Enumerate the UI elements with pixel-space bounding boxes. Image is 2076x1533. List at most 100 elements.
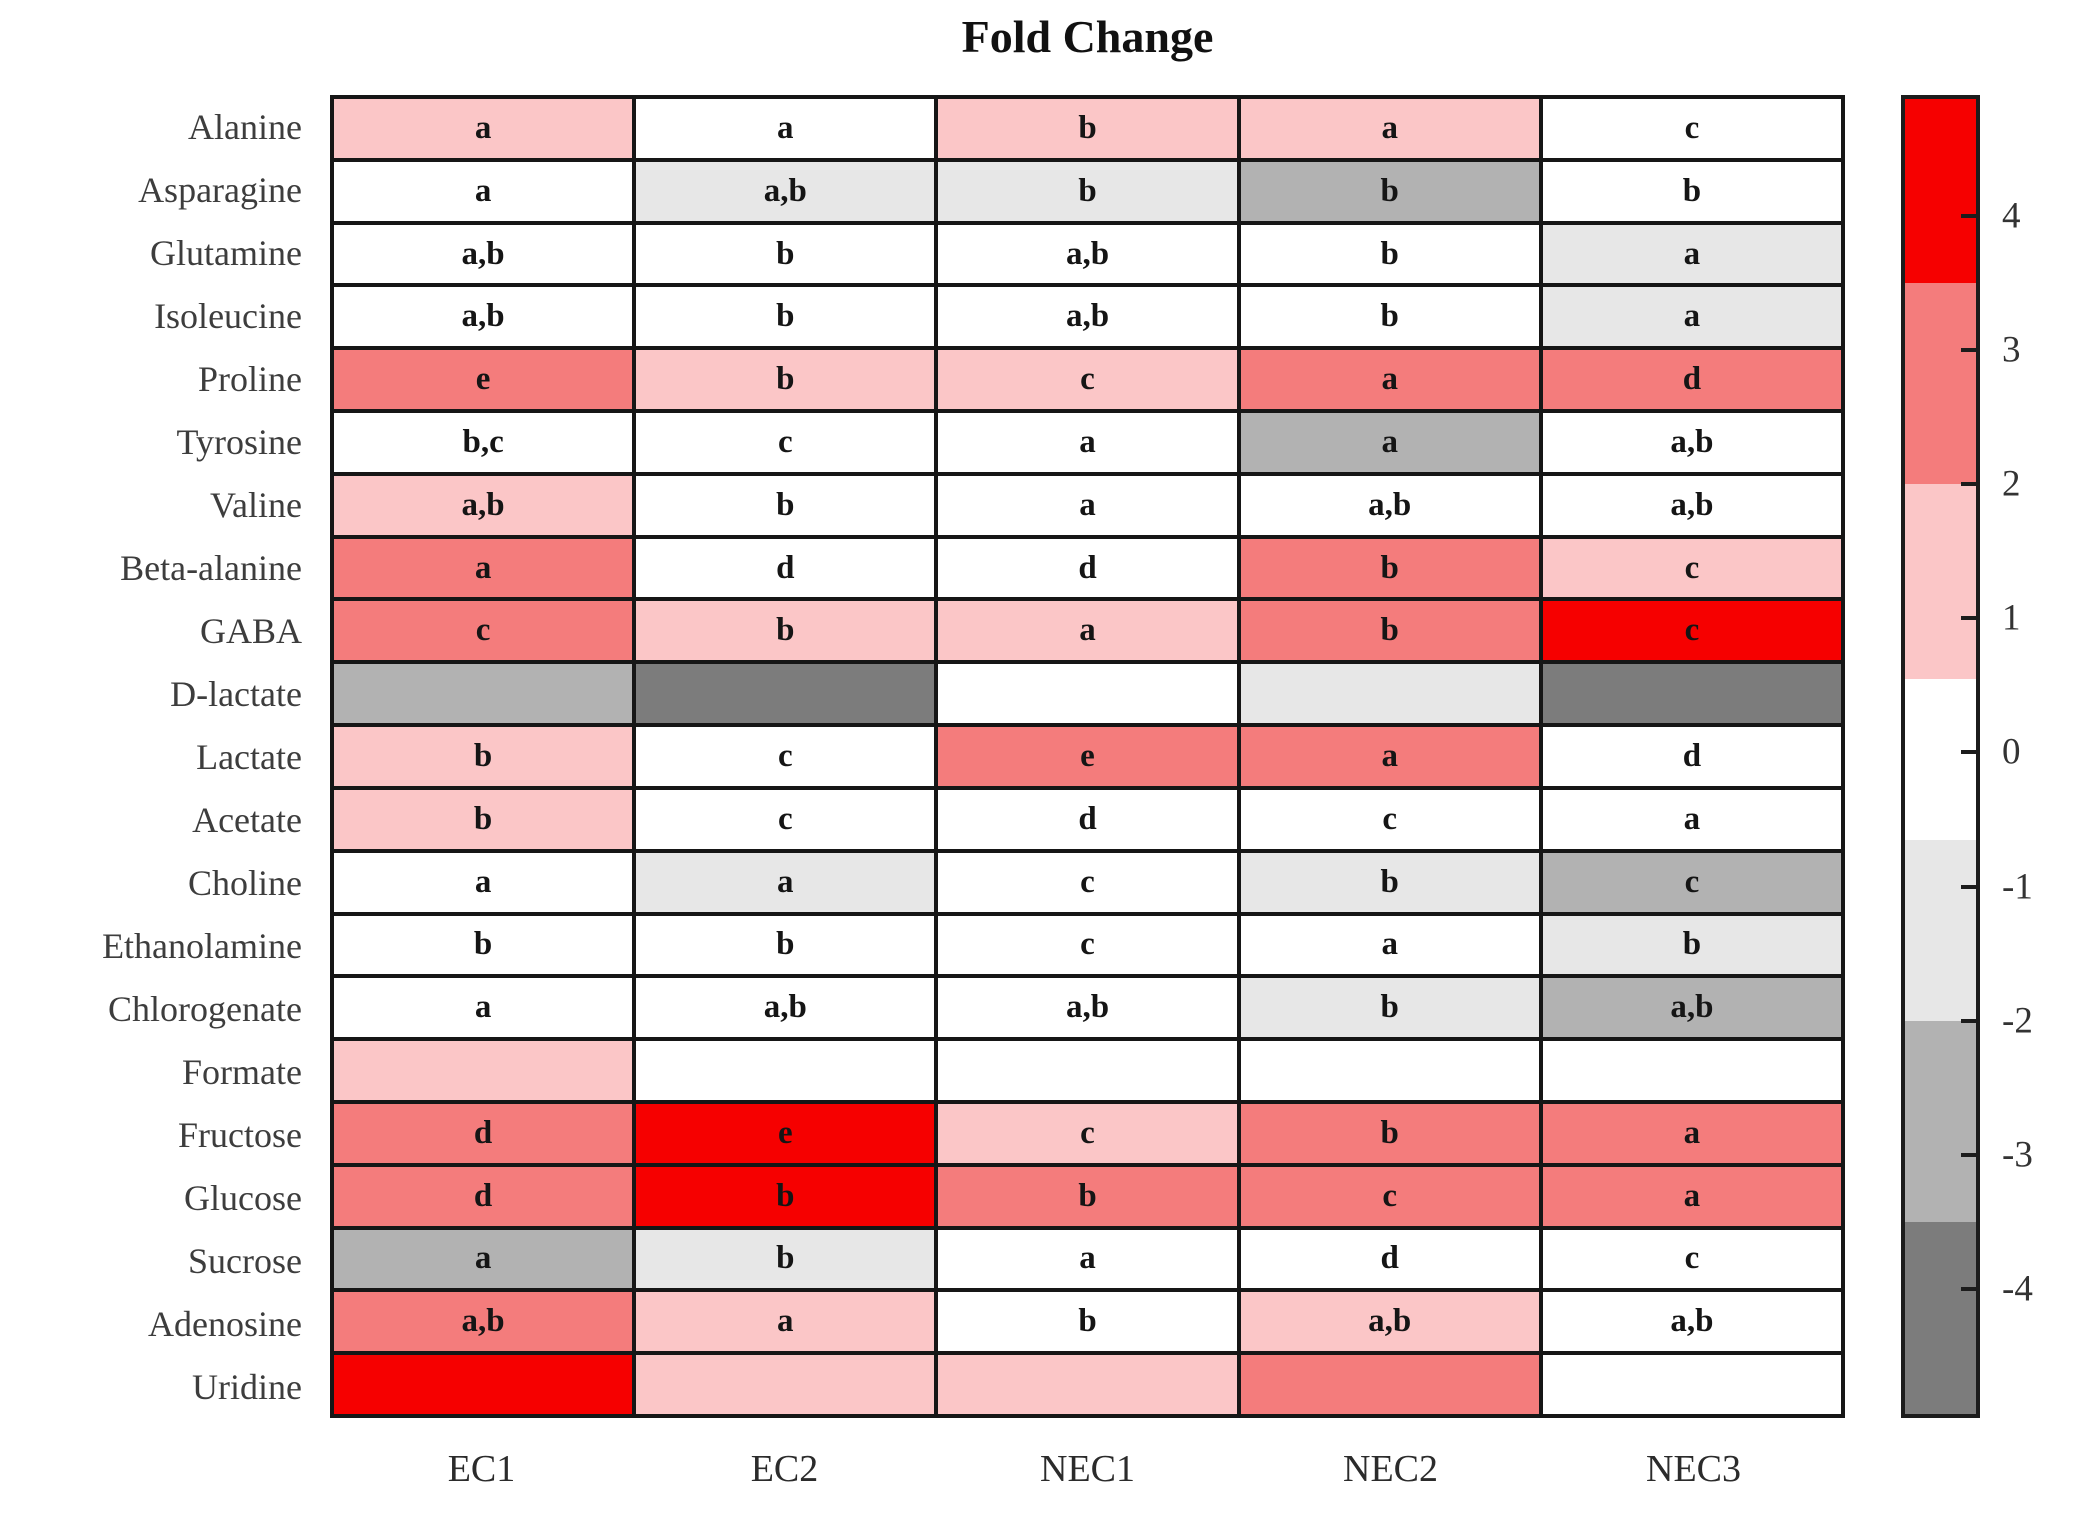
colorbar-scale: [1905, 99, 1976, 1414]
heatmap-cell: c: [1240, 789, 1539, 849]
colorbar-tick: [1961, 1287, 1976, 1292]
heatmap-cell: b: [938, 99, 1237, 158]
heatmap-cell: a,b: [1542, 475, 1841, 535]
row-label: Adenosine: [148, 1303, 302, 1344]
heatmap-cell: b: [1240, 287, 1539, 347]
row-label: Alanine: [188, 106, 302, 147]
colorbar-band: [1905, 678, 1976, 840]
heatmap-cell: a,b: [1542, 413, 1841, 472]
row-label: Beta-alanine: [120, 547, 302, 588]
colorbar: [1901, 95, 1980, 1418]
heatmap-cell: [1542, 664, 1841, 724]
row-labels: Alanine Asparagine Glutamine Isoleucine Prol…: [0, 95, 316, 1418]
heatmap-cell: [1240, 1355, 1539, 1414]
heatmap-cell: a: [334, 978, 633, 1038]
row-label: GABA: [199, 610, 302, 651]
colorbar-tick: [1961, 1018, 1976, 1023]
colorbar-band: [1905, 839, 1976, 1021]
heatmap-cell: b: [938, 161, 1237, 221]
column-label: EC2: [750, 1448, 819, 1490]
colorbar-tick: [1961, 750, 1976, 755]
heatmap-cell: b: [1240, 601, 1539, 661]
heatmap-cell: [1240, 1041, 1539, 1100]
heatmap-cell: a,b: [334, 224, 633, 284]
column-label: EC1: [447, 1448, 516, 1490]
colorbar-tick-label: 0: [2002, 731, 2021, 773]
colorbar-tick-labels: 4 3 2 1 0 -1 -2 -3 -4: [2002, 95, 2076, 1418]
heatmap-cell: b: [636, 1166, 935, 1226]
heatmap-cell: a: [938, 413, 1237, 472]
chart-title: Fold Change: [961, 11, 1214, 62]
heatmap-cell: a,b: [938, 224, 1237, 284]
heatmap-cell: a: [1542, 287, 1841, 347]
heatmap-cell: b: [636, 1229, 935, 1289]
heatmap-cell: a: [334, 852, 633, 912]
heatmap-cell: b: [938, 1292, 1237, 1352]
heatmap-cell: a: [1240, 915, 1539, 975]
heatmap-cell: b: [334, 727, 633, 786]
row-label: Chlorogenate: [108, 988, 302, 1029]
heatmap-cell: a: [1240, 727, 1539, 786]
row-label: Ethanolamine: [102, 925, 302, 966]
heatmap-cell: a,b: [938, 978, 1237, 1038]
heatmap-cell: e: [334, 350, 633, 410]
heatmap-cell: a,b: [636, 161, 935, 221]
heatmap-cell: c: [1542, 538, 1841, 598]
heatmap-cell: a,b: [334, 1292, 633, 1352]
heatmap-cell: a,b: [1542, 978, 1841, 1038]
heatmap-cell: a: [938, 601, 1237, 661]
heatmap-cell: a: [1542, 1166, 1841, 1226]
heatmap-cell: [636, 664, 935, 724]
heatmap-cell: d: [1542, 350, 1841, 410]
heatmap-cell: a: [334, 538, 633, 598]
heatmap-cell: [938, 1041, 1237, 1100]
row-label: Glucose: [184, 1177, 302, 1218]
colorbar-tick-label: 2: [2002, 463, 2021, 505]
heatmap-cell: b: [334, 915, 633, 975]
heatmap-cell: a,b: [1240, 475, 1539, 535]
heatmap-cell: b: [1240, 978, 1539, 1038]
heatmap-cell: b: [636, 915, 935, 975]
colorbar-tick: [1961, 1153, 1976, 1158]
heatmap-cell: c: [334, 601, 633, 661]
heatmap-cell: a,b: [938, 287, 1237, 347]
heatmap-cell: b: [1240, 538, 1539, 598]
heatmap-cell: a: [1542, 789, 1841, 849]
heatmap-cell: c: [1240, 1166, 1539, 1226]
heatmap-cell: a,b: [1240, 1292, 1539, 1352]
heatmap-grid: a a b a c a a,b b b b a,b b a,b b a a,b b a,b b a e b c a d b,c c a…: [330, 95, 1845, 1418]
heatmap-cell: b: [636, 601, 935, 661]
heatmap-cell: c: [938, 915, 1237, 975]
heatmap-cell: b: [334, 789, 633, 849]
row-label: D-lactate: [170, 673, 302, 714]
heatmap-cell: a,b: [1542, 1292, 1841, 1352]
heatmap-cell: b: [636, 224, 935, 284]
heatmap-cell: b: [1240, 852, 1539, 912]
colorbar-tick: [1961, 347, 1976, 352]
colorbar-tick: [1961, 482, 1976, 487]
heatmap-cell: a: [334, 99, 633, 158]
row-label: Isoleucine: [154, 295, 302, 336]
heatmap-cell: b: [636, 287, 935, 347]
colorbar-tick-label: 3: [2002, 329, 2021, 371]
heatmap-cell: a: [1240, 413, 1539, 472]
heatmap-cell: [1542, 1355, 1841, 1414]
colorbar-tick-label: 1: [2002, 597, 2021, 639]
heatmap-cell: a: [636, 99, 935, 158]
heatmap-cell: d: [1240, 1229, 1539, 1289]
heatmap-cell: [1240, 664, 1539, 724]
heatmap-cell: a: [1240, 350, 1539, 410]
heatmap-cell: d: [334, 1103, 633, 1163]
column-label: NEC3: [1646, 1448, 1741, 1490]
colorbar-tick-label: -2: [2002, 1000, 2033, 1042]
heatmap-cell: a: [1542, 1103, 1841, 1163]
heatmap-cell: a: [334, 1229, 633, 1289]
heatmap-cell: a: [334, 161, 633, 221]
heatmap-cell: d: [938, 789, 1237, 849]
heatmap-cell: [938, 664, 1237, 724]
colorbar-band: [1905, 1222, 1976, 1414]
row-label: Uridine: [192, 1366, 302, 1407]
column-label: NEC2: [1343, 1448, 1438, 1490]
heatmap-cell: c: [636, 727, 935, 786]
